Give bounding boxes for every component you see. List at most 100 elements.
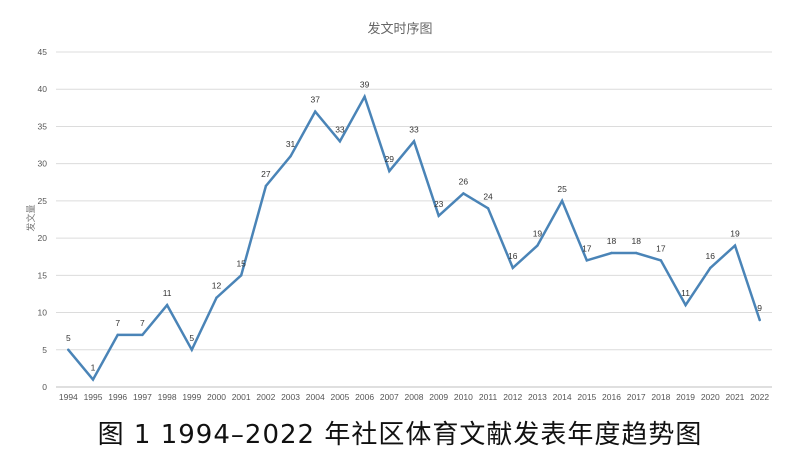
data-label: 7: [140, 318, 145, 328]
x-tick-label: 2001: [232, 392, 251, 402]
data-point: [190, 348, 193, 351]
x-tick-label: 2014: [553, 392, 572, 402]
x-tick-label: 2019: [676, 392, 695, 402]
x-tick-label: 2002: [256, 392, 275, 402]
chart-title: 发文时序图: [367, 21, 432, 37]
x-tick-label: 2015: [577, 392, 596, 402]
data-point: [116, 333, 119, 337]
data-point: [314, 110, 317, 113]
data-point: [635, 251, 638, 255]
y-tick-label: 40: [38, 84, 48, 94]
x-tick-label: 2011: [479, 392, 498, 402]
data-label: 23: [434, 199, 444, 209]
data-label: 7: [115, 318, 120, 328]
data-label: 15: [236, 258, 246, 268]
data-point: [536, 244, 539, 247]
data-labels: 517 7115121527313733392933232624161925171…: [66, 80, 762, 373]
x-tick-label: 1998: [158, 392, 177, 402]
data-label: 5: [66, 333, 71, 343]
data-label: 12: [212, 281, 222, 291]
y-tick-label: 10: [38, 308, 48, 318]
data-point: [412, 140, 416, 143]
data-label: 33: [409, 124, 419, 134]
x-tick-label: 1997: [133, 392, 152, 402]
data-label: 26: [459, 176, 469, 186]
data-point: [67, 348, 70, 351]
data-point: [437, 214, 440, 217]
data-label: 25: [557, 184, 567, 194]
y-tick-label: 0: [42, 382, 47, 392]
data-point: [215, 296, 218, 299]
x-tick-label: 1999: [182, 392, 201, 402]
data-label: 27: [261, 169, 271, 179]
x-tick-label: 2016: [602, 392, 621, 402]
x-tick-label: 2008: [405, 392, 424, 402]
x-tick-label: 2022: [750, 392, 769, 402]
x-tick-label: 2017: [627, 392, 646, 402]
data-label: 16: [508, 251, 518, 261]
x-tick-label: 1996: [108, 392, 127, 402]
data-label: 9: [757, 303, 762, 313]
x-tick-label: 2006: [355, 392, 374, 402]
data-point: [141, 333, 144, 337]
x-tick-label: 2018: [651, 392, 670, 402]
x-tick-label: 2000: [207, 392, 226, 402]
data-point: [486, 207, 490, 210]
data-label: 19: [533, 229, 543, 239]
y-tick-label: 5: [42, 345, 47, 355]
data-label: 37: [311, 95, 321, 105]
data-point: [560, 199, 564, 203]
data-point: [239, 274, 243, 277]
data-label: 5: [189, 333, 194, 343]
y-axis-ticks: 0 5 10 15 20 25 30 35 40 45: [38, 47, 48, 392]
data-point: [289, 155, 292, 158]
data-point: [758, 318, 761, 322]
data-point: [709, 266, 712, 270]
x-tick-label: 2013: [528, 392, 547, 402]
data-label: 24: [483, 191, 493, 201]
data-point: [684, 303, 687, 307]
data-label: 16: [706, 251, 716, 261]
data-points: [67, 95, 761, 381]
data-point: [363, 95, 366, 98]
data-label: 18: [631, 236, 641, 246]
data-point: [511, 266, 514, 270]
data-label: 33: [335, 124, 345, 134]
data-label: 39: [360, 80, 370, 90]
data-label: 17: [582, 243, 592, 253]
x-axis-ticks: 1994 1995 1996 1997 1998 1999 2000 2001 2002 2003…: [59, 392, 769, 402]
data-point: [733, 244, 737, 247]
data-point: [165, 303, 169, 307]
data-label: 17: [656, 243, 666, 253]
data-point: [462, 192, 465, 195]
y-axis-label: 发文量: [25, 204, 37, 231]
data-label: 11: [163, 288, 172, 298]
data-point: [610, 251, 613, 255]
y-tick-label: 45: [38, 47, 48, 57]
figure-caption: 图 1 1994–2022 年社区体育文献发表年度趋势图: [97, 420, 703, 450]
data-label: 1: [91, 363, 96, 373]
x-tick-label: 2012: [503, 392, 522, 402]
data-point: [91, 378, 95, 381]
y-tick-label: 30: [38, 159, 48, 169]
x-tick-label: 2010: [454, 392, 473, 402]
x-tick-label: 1995: [84, 392, 103, 402]
y-tick-label: 15: [38, 270, 48, 280]
data-point: [264, 184, 268, 188]
data-point: [585, 259, 589, 262]
y-tick-label: 20: [38, 233, 48, 243]
x-tick-label: 2021: [726, 392, 745, 402]
x-tick-label: 2009: [429, 392, 448, 402]
x-tick-label: 2020: [701, 392, 720, 402]
data-label: 18: [607, 236, 617, 246]
data-point: [388, 169, 391, 173]
data-label: 11: [681, 288, 690, 298]
data-point: [338, 140, 342, 143]
y-tick-label: 25: [38, 196, 48, 206]
x-tick-label: 2003: [281, 392, 300, 402]
gridlines: [56, 51, 772, 388]
data-point: [659, 259, 663, 262]
x-tick-label: 2005: [330, 392, 349, 402]
x-tick-label: 1994: [59, 392, 78, 402]
